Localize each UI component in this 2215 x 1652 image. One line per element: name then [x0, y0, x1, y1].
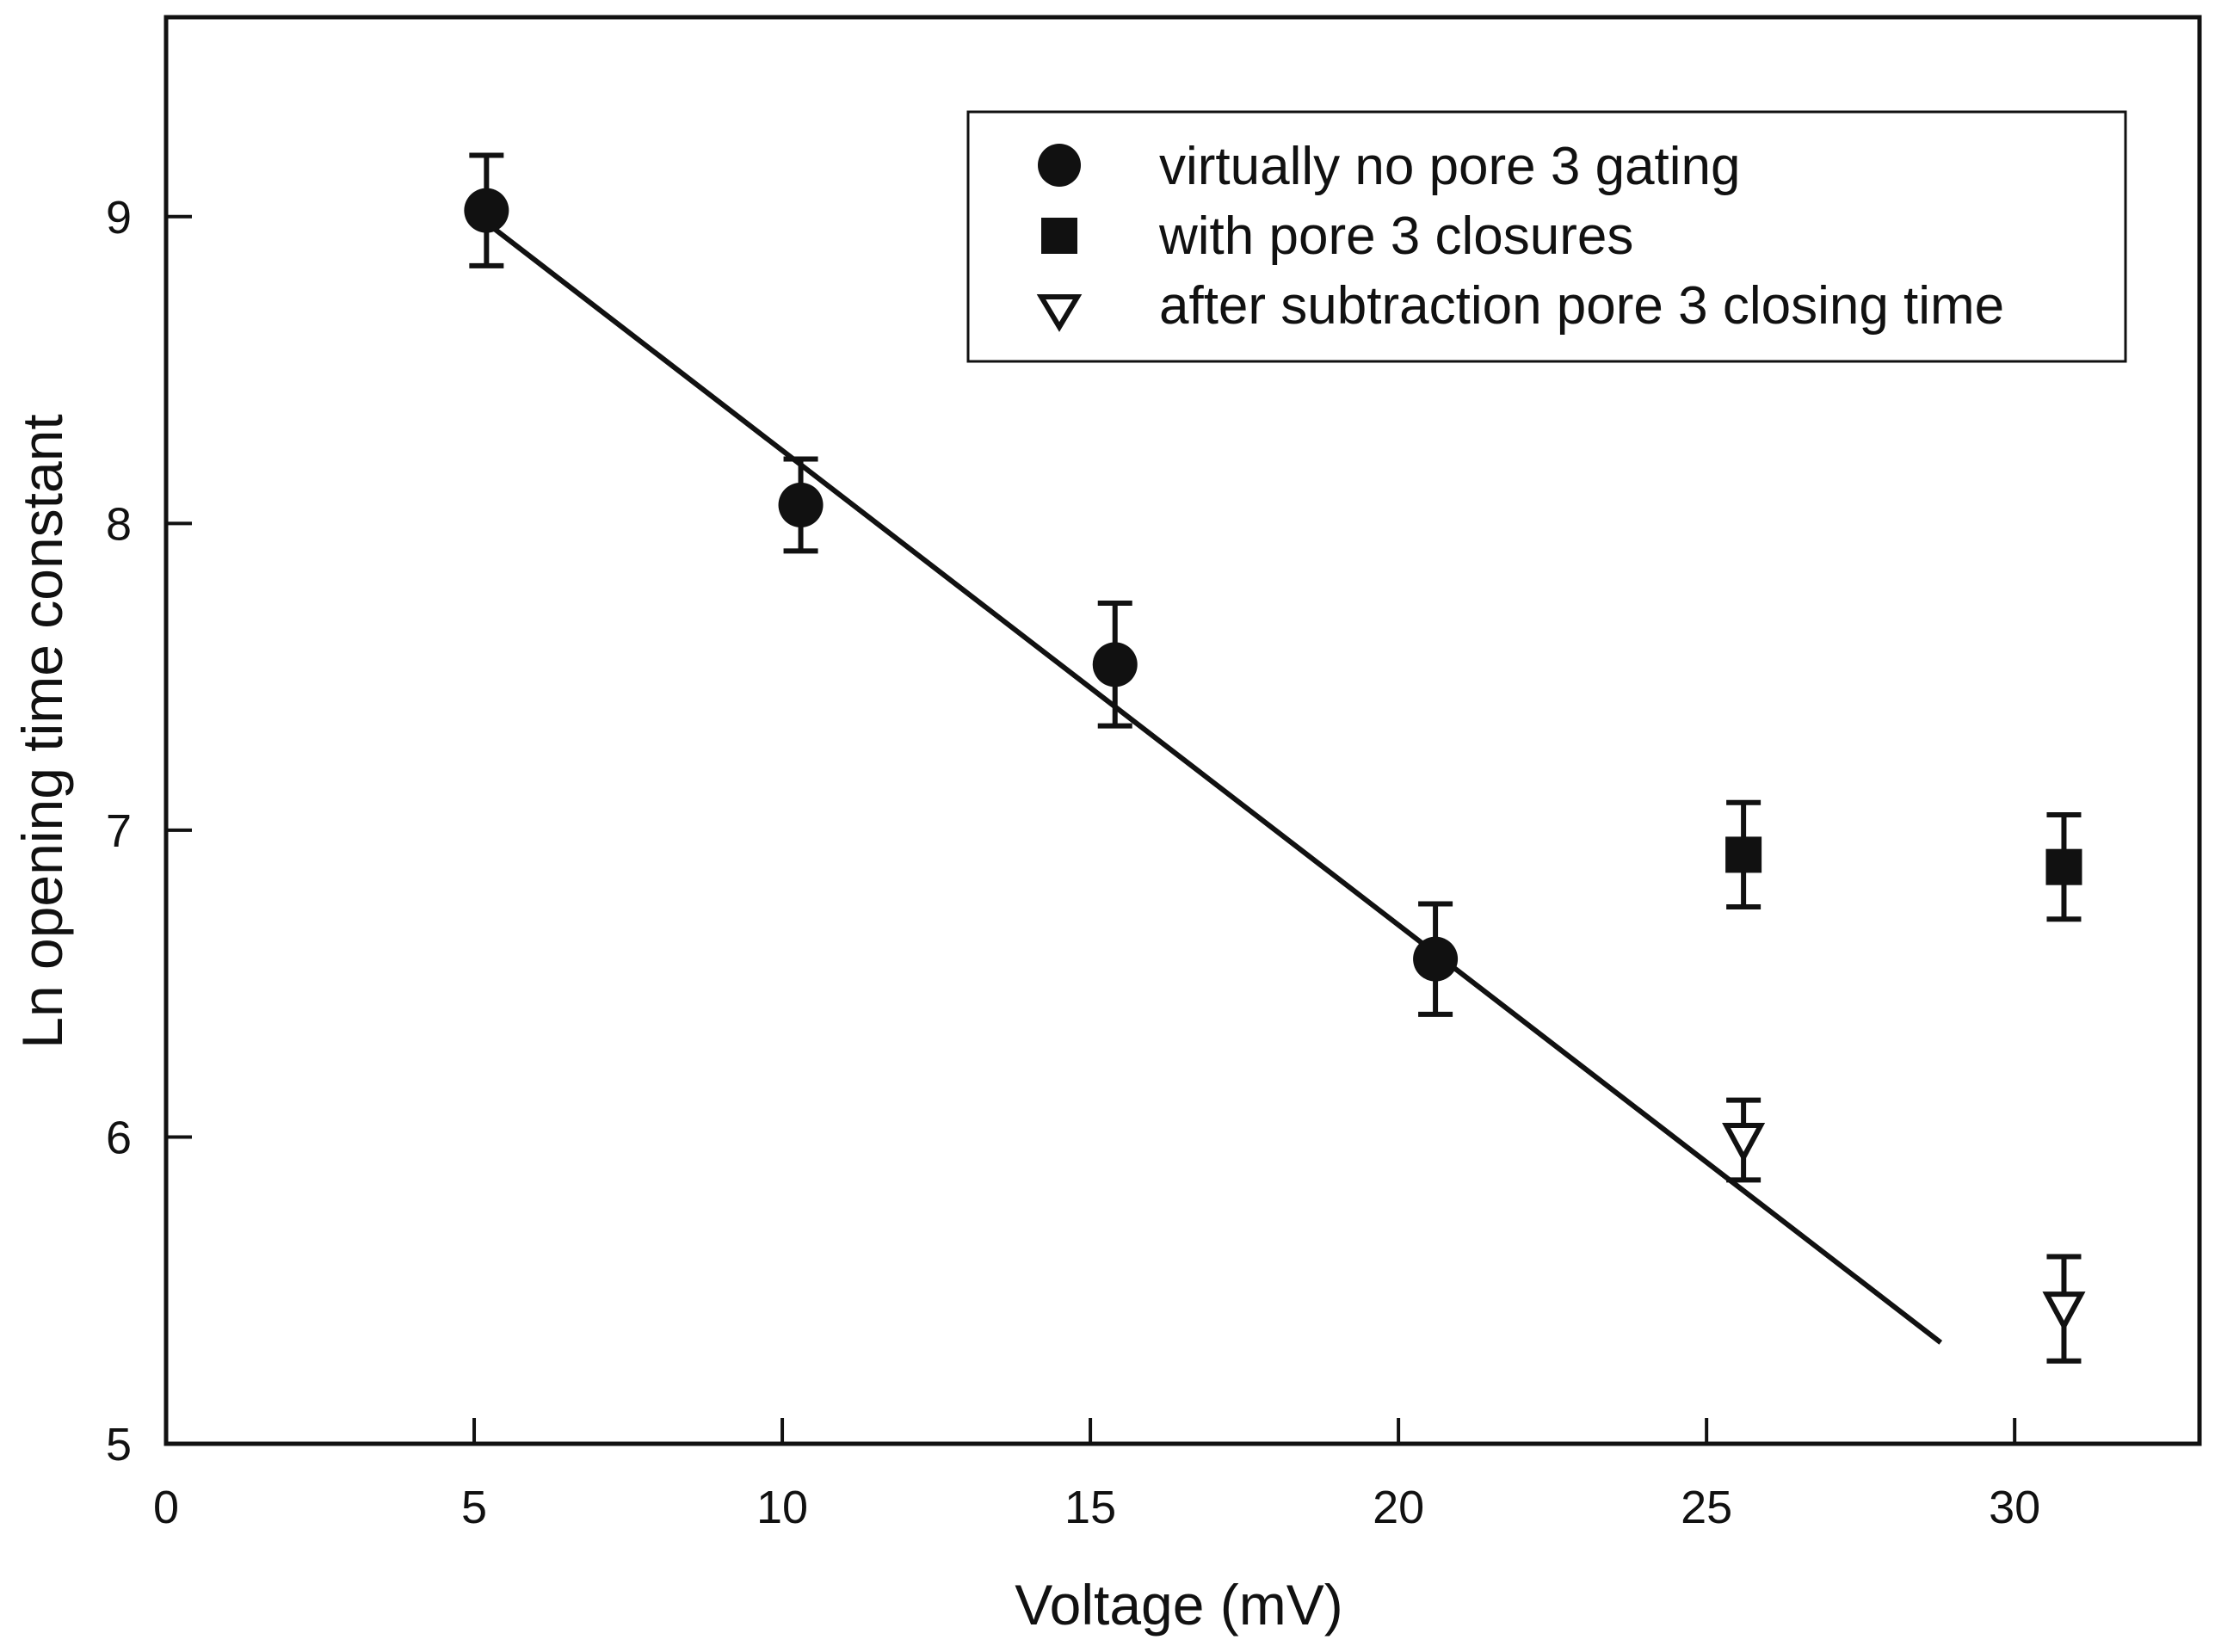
- legend-label-with-pore3-closures: with pore 3 closures: [1158, 206, 1633, 266]
- y-tick-label: 9: [106, 192, 132, 243]
- fit-line-layer: [484, 220, 1943, 1345]
- legend-label-after-subtraction: after subtraction pore 3 closing time: [1159, 276, 2004, 336]
- x-axis-ticks: 0 5 10 15 20 25 30: [153, 1418, 2040, 1533]
- y-tick-label: 5: [106, 1419, 132, 1470]
- legend-square-marker: [1041, 218, 1077, 254]
- y-axis-ticks: 5 6 7 8 9: [106, 192, 192, 1470]
- data-point-circle: [464, 188, 509, 233]
- x-tick-label: 10: [756, 1482, 808, 1533]
- x-tick-label: 20: [1373, 1482, 1424, 1533]
- legend: virtually no pore 3 gating with pore 3 c…: [966, 110, 2127, 363]
- legend-label-no-pore3-gating: virtually no pore 3 gating: [1159, 137, 1741, 196]
- legend-triangle-marker: [1036, 294, 1083, 332]
- legend-box: [966, 110, 2127, 363]
- data-point-triangle: [1722, 1123, 1766, 1163]
- data-point-triangle: [2042, 1291, 2086, 1332]
- y-tick-label: 7: [106, 805, 132, 857]
- y-tick-label: 8: [106, 498, 132, 550]
- data-points-layer: [464, 152, 2086, 1364]
- x-tick-label: 0: [153, 1482, 179, 1533]
- data-point-circle: [1413, 936, 1459, 982]
- x-tick-label: 15: [1064, 1482, 1116, 1533]
- data-point-square: [2045, 848, 2082, 885]
- regression-line: [484, 220, 1943, 1345]
- x-axis-title: Voltage (mV): [1015, 1573, 1343, 1637]
- data-point-circle: [1092, 642, 1138, 687]
- x-tick-label: 5: [461, 1482, 487, 1533]
- data-point-square: [1725, 836, 1762, 873]
- legend-circle-marker: [1038, 144, 1081, 187]
- y-axis-title: Ln opening time constant: [10, 414, 74, 1049]
- plot-frame: [164, 15, 2202, 1446]
- x-tick-label: 30: [1989, 1482, 2040, 1533]
- y-tick-label: 6: [106, 1112, 132, 1163]
- data-point-circle: [778, 482, 824, 527]
- x-tick-label: 25: [1681, 1482, 1732, 1533]
